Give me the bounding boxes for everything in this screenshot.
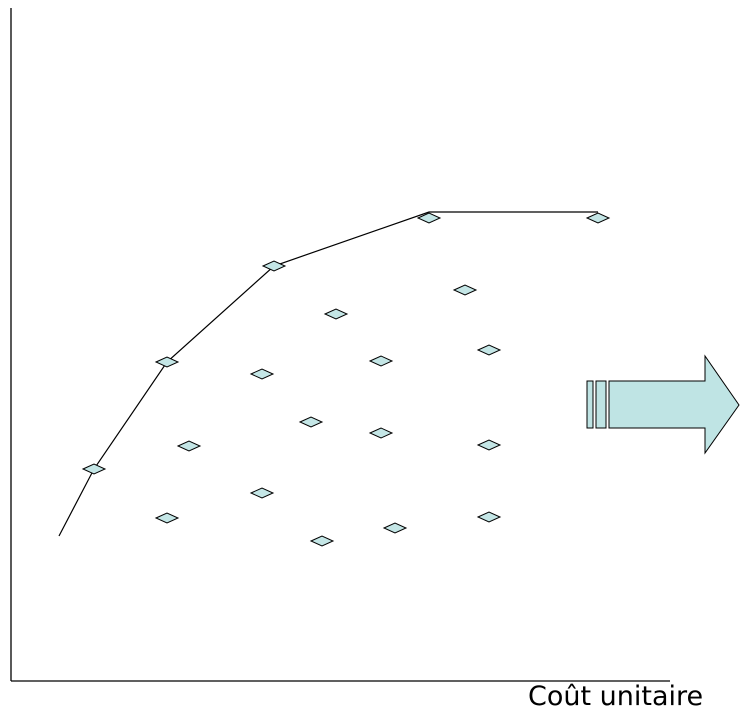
diamond-marker [452,284,478,296]
arrow-body [608,354,740,455]
right-arrow-icon [586,354,740,455]
diamond-marker [368,355,394,367]
diamond-marker [476,511,502,523]
diamond-marker [261,260,287,272]
diamond-marker [585,212,611,224]
diamond-marker [476,439,502,451]
diamond-marker [476,344,502,356]
diamond-marker [298,416,324,428]
diamond-marker [81,463,107,475]
diamond-marker [323,308,349,320]
diamond-marker [154,512,180,524]
diamond-marker [249,368,275,380]
x-axis-label: Coût unitaire [528,681,704,712]
diamond-marker [309,535,335,547]
diamond-marker [368,427,394,439]
diamond-marker [249,487,275,499]
diamond-marker [154,356,180,368]
arrow-stripe-1 [586,380,594,429]
markers [81,212,611,547]
diamond-marker [176,440,202,452]
diamond-marker [416,212,442,224]
diamond-marker [382,522,408,534]
frontier-line [58,211,598,537]
arrow-stripe-2 [595,380,607,429]
